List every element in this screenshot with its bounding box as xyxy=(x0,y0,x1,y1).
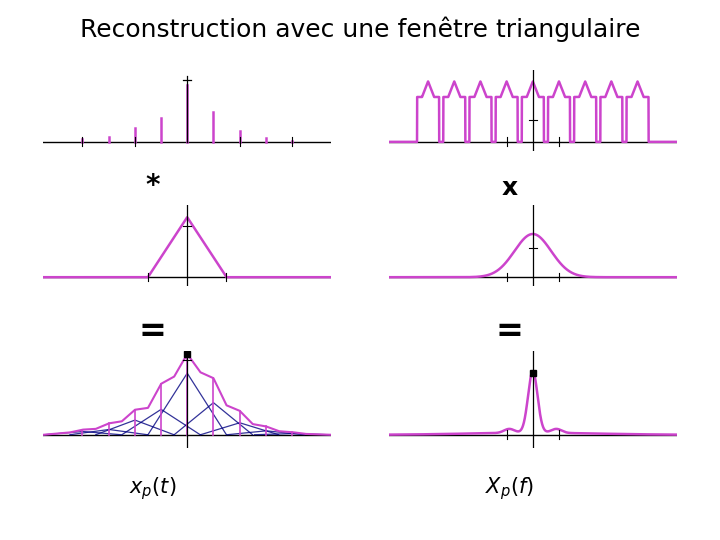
Text: =: = xyxy=(139,315,166,348)
Text: Reconstruction avec une fenêtre triangulaire: Reconstruction avec une fenêtre triangul… xyxy=(80,16,640,42)
Text: =: = xyxy=(496,315,523,348)
Text: x: x xyxy=(502,176,518,200)
Text: $x_p(t)$: $x_p(t)$ xyxy=(129,475,176,502)
Text: $X_p(f)$: $X_p(f)$ xyxy=(485,475,534,502)
Text: *: * xyxy=(145,172,160,200)
